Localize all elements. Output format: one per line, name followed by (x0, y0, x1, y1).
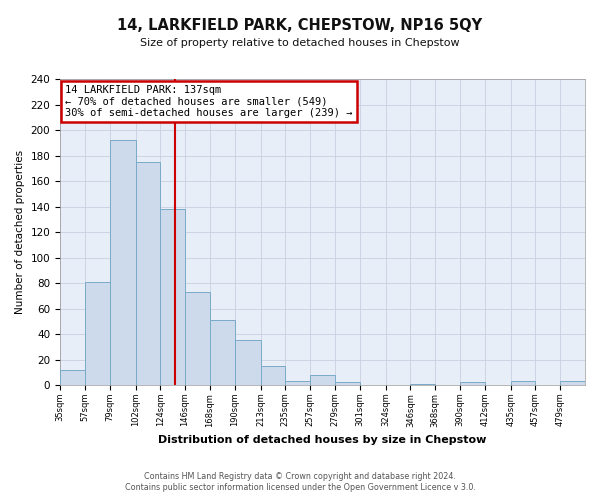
X-axis label: Distribution of detached houses by size in Chepstow: Distribution of detached houses by size … (158, 435, 487, 445)
Bar (410, 384, 435, 385)
Text: 14 LARKFIELD PARK: 137sqm
← 70% of detached houses are smaller (549)
30% of semi: 14 LARKFIELD PARK: 137sqm ← 70% of detac… (65, 85, 353, 118)
Bar (560, 381, 585, 385)
Bar (511, 381, 535, 385)
Text: 14, LARKFIELD PARK, CHEPSTOW, NP16 5QY: 14, LARKFIELD PARK, CHEPSTOW, NP16 5QY (118, 18, 482, 32)
Bar (260, 366, 286, 385)
Bar (210, 320, 235, 385)
Bar (136, 162, 160, 385)
Y-axis label: Number of detached properties: Number of detached properties (15, 150, 25, 314)
Bar (160, 209, 185, 385)
Bar (110, 140, 136, 385)
Bar (60, 370, 85, 385)
Text: Size of property relative to detached houses in Chepstow: Size of property relative to detached ho… (140, 38, 460, 48)
Bar (335, 382, 359, 385)
Text: Contains public sector information licensed under the Open Government Licence v : Contains public sector information licen… (125, 484, 475, 492)
Bar (460, 382, 485, 385)
Bar (286, 381, 310, 385)
Bar (310, 375, 335, 385)
Bar (185, 292, 210, 385)
Bar (85, 282, 110, 385)
Bar (235, 340, 260, 385)
Text: Contains HM Land Registry data © Crown copyright and database right 2024.: Contains HM Land Registry data © Crown c… (144, 472, 456, 481)
